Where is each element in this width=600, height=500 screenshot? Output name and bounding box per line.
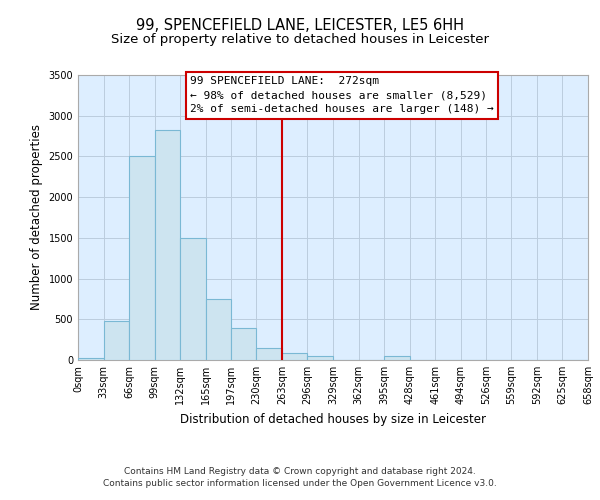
Bar xyxy=(78,358,104,360)
X-axis label: Distribution of detached houses by size in Leicester: Distribution of detached houses by size … xyxy=(180,412,486,426)
Bar xyxy=(129,156,155,360)
Bar xyxy=(230,328,256,360)
Text: Contains HM Land Registry data © Crown copyright and database right 2024.
Contai: Contains HM Land Registry data © Crown c… xyxy=(103,466,497,487)
Text: 99 SPENCEFIELD LANE:  272sqm
← 98% of detached houses are smaller (8,529)
2% of : 99 SPENCEFIELD LANE: 272sqm ← 98% of det… xyxy=(190,76,494,114)
Bar xyxy=(206,299,230,360)
Bar xyxy=(282,354,307,360)
Text: Size of property relative to detached houses in Leicester: Size of property relative to detached ho… xyxy=(111,32,489,46)
Bar xyxy=(307,356,333,360)
Bar xyxy=(384,356,410,360)
Bar xyxy=(155,130,181,360)
Y-axis label: Number of detached properties: Number of detached properties xyxy=(30,124,43,310)
Bar xyxy=(181,238,206,360)
Bar xyxy=(256,348,282,360)
Bar xyxy=(104,321,129,360)
Text: 99, SPENCEFIELD LANE, LEICESTER, LE5 6HH: 99, SPENCEFIELD LANE, LEICESTER, LE5 6HH xyxy=(136,18,464,32)
